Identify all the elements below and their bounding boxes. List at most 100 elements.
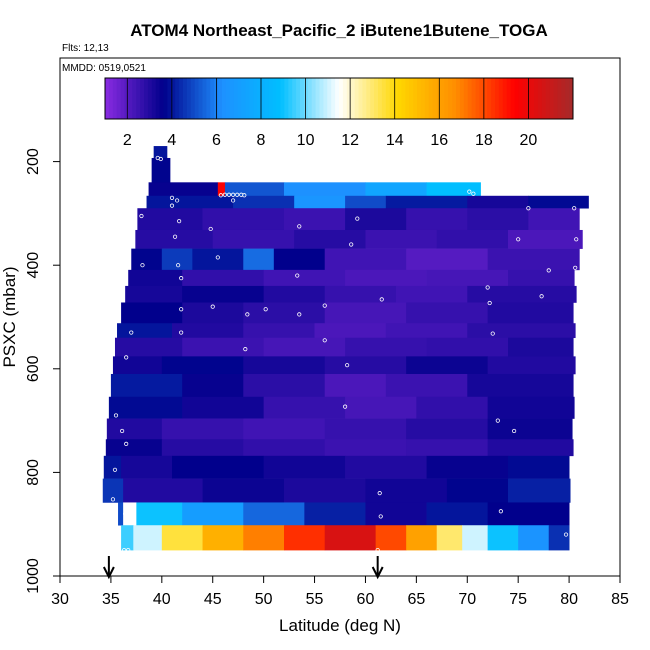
colorbar-swatch <box>151 78 157 119</box>
colorbar-swatch <box>241 78 246 119</box>
colorbar-swatch <box>350 78 356 119</box>
colorbar-swatch <box>514 78 519 119</box>
heat-cell <box>426 182 481 197</box>
heat-cell <box>123 502 137 526</box>
sample-point <box>471 191 476 196</box>
sample-point <box>176 263 181 268</box>
sample-point <box>263 307 268 312</box>
colorbar-swatch <box>116 78 122 119</box>
heat-cell <box>426 502 489 526</box>
colorbar-swatch <box>225 78 231 119</box>
heat-cell <box>243 323 315 339</box>
y-tick-label: 400 <box>25 252 42 279</box>
colorbar-swatch <box>276 78 281 119</box>
x-axis-label: Latitude (deg N) <box>279 616 401 635</box>
heat-cell <box>487 502 570 526</box>
heat-cell <box>406 525 438 551</box>
chart-title: ATOM4 Northeast_Pacific_2 iButene1Butene… <box>130 21 548 40</box>
colorbar-swatch <box>385 78 391 119</box>
x-tick-label: 50 <box>255 591 273 608</box>
colorbar-frame <box>104 77 574 120</box>
heat-cell <box>416 396 489 419</box>
colorbar-swatch <box>124 78 129 119</box>
sample-point <box>140 263 145 268</box>
colorbar-swatch <box>288 78 293 119</box>
heat-cell <box>110 373 183 398</box>
colorbar-swatch <box>518 78 523 119</box>
sample-point <box>512 428 517 434</box>
sample-point <box>573 265 578 270</box>
colorbar-swatch <box>261 78 266 119</box>
colorbar-swatch <box>163 78 168 119</box>
sample-point <box>378 514 383 519</box>
heat-cell <box>263 337 346 357</box>
colorbar-swatch <box>346 78 352 119</box>
heat-cell <box>202 478 285 503</box>
heat-cell <box>314 323 387 339</box>
colorbar-swatch <box>498 78 504 119</box>
colorbar-swatch <box>459 78 465 119</box>
colorbar-swatch <box>483 78 488 119</box>
colorbar-swatch <box>311 78 317 119</box>
colorbar-swatch <box>569 78 574 119</box>
heat-cell <box>487 439 574 457</box>
colorbar-swatch <box>374 78 379 119</box>
colorbar-swatch <box>233 78 239 119</box>
heat-cell <box>121 302 183 324</box>
heat-cell <box>487 418 573 440</box>
heat-cell <box>243 373 326 398</box>
heat-cell <box>345 195 387 209</box>
colorbar-swatch <box>401 78 406 119</box>
colorbar-swatch <box>253 78 258 119</box>
arrow-head <box>102 566 115 580</box>
heat-cell <box>108 396 183 419</box>
colorbar-swatch <box>362 78 367 119</box>
colorbar-swatch <box>495 78 500 119</box>
heat-cell <box>385 323 468 339</box>
colorbar-swatch <box>389 78 395 119</box>
sample-point <box>379 297 384 302</box>
sample-point <box>123 511 128 516</box>
heat-cell <box>396 285 468 303</box>
heat-cell <box>365 478 448 503</box>
sample-point <box>498 509 503 514</box>
heat-cell <box>233 195 295 209</box>
sample-point <box>349 242 354 247</box>
colorbar-swatch <box>167 78 172 119</box>
sample-point <box>322 303 327 308</box>
sample-point <box>539 294 544 299</box>
y-tick-label: 800 <box>25 459 42 486</box>
colorbar-swatch <box>171 78 176 119</box>
sample-point <box>242 193 247 198</box>
colorbar-swatch <box>452 78 457 119</box>
heat-cell <box>182 285 265 303</box>
colorbar-swatch <box>393 78 398 119</box>
colorbar-swatch <box>284 78 289 119</box>
colorbar-swatch <box>432 78 437 119</box>
colorbar-swatch <box>502 78 508 119</box>
heat-cell <box>467 208 529 231</box>
heat-cell <box>462 525 489 551</box>
heat-cell <box>406 439 489 457</box>
colorbar-tick-label: 4 <box>167 132 176 149</box>
heat-cell <box>467 323 576 339</box>
colorbar-swatch <box>249 78 254 119</box>
sample-point <box>485 285 490 290</box>
heat-cell <box>128 269 183 287</box>
heat-cell <box>121 455 173 479</box>
heat-cell <box>324 373 387 398</box>
heat-cell <box>304 502 366 526</box>
colorbar-tick-label: 10 <box>297 132 315 149</box>
heat-cell <box>487 302 574 324</box>
colorbar-swatch <box>479 78 484 119</box>
colorbar-swatch <box>565 78 570 119</box>
colorbar-swatch <box>206 78 211 119</box>
x-tick-label: 60 <box>357 591 375 608</box>
colorbar-swatch <box>144 78 149 119</box>
heat-cell <box>131 248 163 271</box>
colorbar-swatch <box>175 78 180 119</box>
colorbar-swatch <box>292 78 297 119</box>
colorbar-swatch <box>319 78 324 119</box>
sample-point <box>112 467 118 472</box>
colorbar-swatch <box>331 78 336 119</box>
